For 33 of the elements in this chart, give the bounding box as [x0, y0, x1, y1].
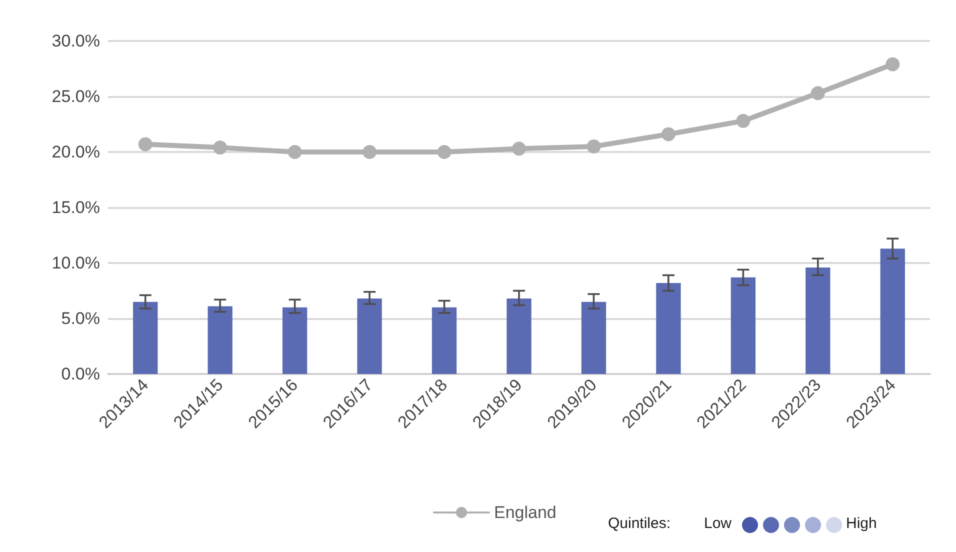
point	[736, 114, 750, 128]
legend-label: England	[494, 503, 556, 522]
point	[512, 142, 526, 156]
point	[586, 139, 601, 154]
y-tick-label: 10.0%	[52, 254, 100, 272]
point	[288, 145, 302, 159]
bar	[506, 298, 532, 374]
bar	[208, 306, 232, 374]
point	[362, 145, 377, 159]
y-tick-label: 25.0%	[52, 87, 100, 106]
point	[213, 140, 228, 155]
bar	[357, 298, 382, 374]
y-tick-label: 5.0%	[61, 309, 100, 328]
bar	[581, 302, 606, 374]
point	[661, 127, 676, 142]
bar	[656, 282, 681, 374]
bar	[133, 302, 158, 374]
point	[810, 86, 825, 100]
bar	[880, 248, 905, 374]
y-tick-label: 0.0%	[61, 364, 100, 384]
y-tick-label: 20.0%	[52, 142, 100, 162]
point	[886, 57, 900, 72]
point	[437, 145, 452, 159]
text: High	[846, 515, 877, 532]
bar	[730, 277, 756, 374]
bar	[432, 307, 457, 374]
bar	[806, 267, 830, 374]
y-tick-label: 15.0%	[52, 198, 100, 217]
text: Quintiles:	[608, 515, 671, 532]
point	[138, 137, 152, 152]
bar	[282, 307, 308, 374]
text: Low	[704, 515, 732, 532]
y-tick-label: 30.0%	[52, 32, 100, 50]
